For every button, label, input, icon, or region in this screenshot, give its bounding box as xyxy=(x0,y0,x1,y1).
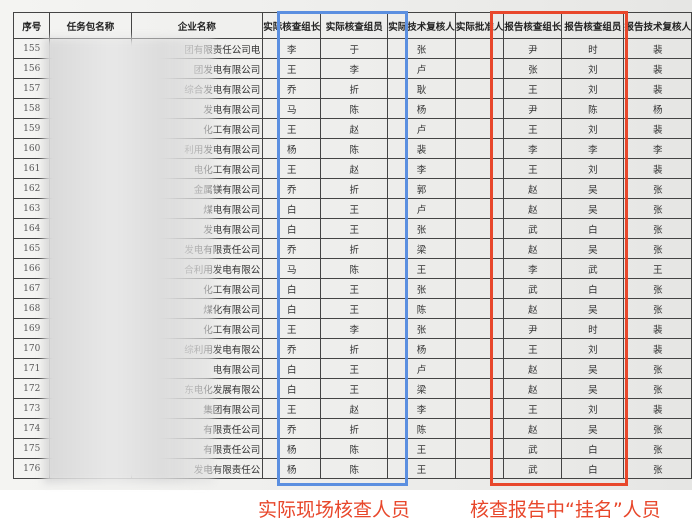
table-cell: 陈 xyxy=(320,458,389,479)
table-cell: 张 xyxy=(623,458,692,479)
table-row: 162 金属镁有限公司乔折郭赵吴张 xyxy=(12,178,692,199)
table-cell: 裴 xyxy=(623,398,692,419)
table-cell: 裴 xyxy=(623,158,692,179)
table-cell: 裴 xyxy=(623,58,692,79)
report-listed-highlight xyxy=(490,11,628,486)
actual-inspectors-highlight xyxy=(277,11,408,486)
table-cell: 裴 xyxy=(623,338,692,359)
table-cell: 张 xyxy=(623,418,692,439)
table-cell: 张 xyxy=(623,378,692,399)
column-header: 任务包名称 xyxy=(49,12,132,39)
table-cell: 杨 xyxy=(262,458,322,479)
column-header: 实际核查组长 xyxy=(262,12,322,39)
table-cell: 李 xyxy=(623,138,692,159)
column-header: 报告技术复核人 xyxy=(623,12,692,39)
table-cell: 陈 xyxy=(320,438,389,459)
actual-inspectors-caption: 实际现场核查人员 xyxy=(258,499,411,521)
table-cell: 张 xyxy=(623,178,692,199)
report-listed-caption: 核查报告中“挂名”人员 xyxy=(470,499,661,521)
table-cell: 张 xyxy=(623,358,692,379)
table-cell: 裴 xyxy=(623,78,692,99)
table-cell: 王 xyxy=(387,458,456,479)
table-cell: 王 xyxy=(623,258,692,279)
table-cell: 裴 xyxy=(623,38,692,59)
table-cell: 裴 xyxy=(623,318,692,339)
table-cell: 杨 xyxy=(623,98,692,119)
table-cell: 张 xyxy=(623,438,692,459)
table-header: 序号 任务包名称 企业名称 实际核查组长 实际核查组员 实际技术复核人 实际批准人 报告核查组… xyxy=(12,12,692,39)
table-row: 167 化工有限公司白王张武白张 xyxy=(12,278,692,299)
table-cell: 张 xyxy=(623,198,692,219)
table-row: 173 集团有限公司王赵李王刘裴 xyxy=(12,398,692,419)
table-cell: 吴 xyxy=(561,178,625,199)
redacted-area xyxy=(44,38,214,483)
table-cell: 张 xyxy=(623,218,692,239)
table-cell: 白 xyxy=(561,458,625,479)
table-cell: 张 xyxy=(623,238,692,259)
column-header: 实际技术复核人 xyxy=(387,12,456,39)
table-cell: 吴 xyxy=(561,198,625,219)
column-header: 实际批准人 xyxy=(454,12,505,39)
table-cell: 张 xyxy=(623,298,692,319)
table-cell: 裴 xyxy=(623,118,692,139)
column-header: 序号 xyxy=(12,12,51,39)
table-cell: 张 xyxy=(623,278,692,299)
column-header: 企业名称 xyxy=(130,12,264,39)
